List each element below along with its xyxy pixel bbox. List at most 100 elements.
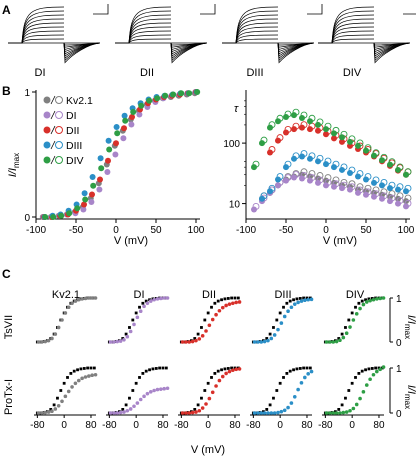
c-toxin-point [269,336,274,341]
c-toxin-point [381,296,386,300]
c-toxin-point [299,381,304,385]
trace-activation [318,38,375,44]
c-control-point [282,376,285,379]
c-control-point [292,298,295,302]
c-control-point [213,301,217,305]
panel-b-right-plot: -100 -50 0 50 100 10 100 [223,90,415,236]
c-toxin-point [76,378,81,383]
b-right-open-point [308,174,316,182]
c-toxin-point [60,399,64,404]
c-toxin-point [152,388,156,393]
c-toxin-point [63,394,68,399]
b-right-point [299,153,305,160]
c-toxin-point [112,411,116,415]
b-right-point [395,200,401,207]
b-left-point [80,206,87,213]
b-left-point [146,97,153,104]
b-right-point [307,177,313,184]
b-left-point [138,102,145,109]
c-control-point [302,296,306,300]
scale-bar [307,4,323,15]
b-right-point [331,183,337,190]
c-toxin-point [269,411,274,415]
c-toxin-point [364,383,369,387]
trace-tail [373,42,411,64]
legend-open-marker [55,96,63,104]
c-toxin-point [292,302,297,306]
b-left-point [113,124,120,130]
c-toxin-point [252,411,257,415]
legend-filled-marker [43,96,51,104]
c-toxin-point [354,312,359,316]
c-toxin-point [224,303,228,308]
b-left-point [97,155,104,162]
legend-slash [50,95,56,105]
b-right-point [267,149,273,156]
c-control-point [278,311,282,315]
legend-open-marker [55,126,63,134]
b-right-open-point [276,114,284,122]
b-right-ylabel: τ [234,103,239,115]
c-toxin-point [299,299,304,303]
b-right-point [387,198,393,205]
panel-a-label-dii: DII [140,67,154,79]
b-right-open-point [396,163,404,171]
legend-slash [50,110,56,120]
b-right-open-point [388,194,396,202]
c-xtick-label: -80 [318,420,333,431]
c-toxin-point [162,386,166,391]
b-left-point [89,174,96,180]
b-right-open-point [292,122,300,130]
c-toxin-point [115,339,120,344]
b-right-open-point [324,157,332,165]
c-ytick-label: 0 [396,409,402,420]
b-left-xlabel: V (mV) [114,235,148,247]
c-toxin-point [207,323,212,328]
b-left-point [194,89,201,95]
b-right-open-point [364,188,372,196]
c-control-point [305,296,309,300]
c-toxin-point [194,338,198,343]
c-control-point [226,297,230,300]
panel-letter-a: A [2,3,11,17]
b-right-open-point [300,150,308,157]
c-xtick-label: 0 [277,420,283,431]
c-control-point [233,366,237,370]
b-right-open-point [324,178,332,186]
c-control-point [367,367,371,371]
c-toxin-point [214,384,218,388]
c-control-point [138,376,141,379]
c-control-point [367,297,371,301]
b-left-xtick-label: 100 [188,225,205,236]
c-toxin-point [309,297,314,302]
b-right-open-point [348,166,356,174]
legend-filled-marker [43,126,51,134]
b-left-point [121,125,127,132]
legend-label: DIV [66,155,84,167]
b-right-point [371,152,377,159]
b-left-ytick-label: 1 [24,88,30,99]
c-control-point [206,381,210,385]
c-toxin-point [234,300,238,305]
b-right-point [331,135,337,142]
c-control-point [154,367,158,370]
b-right-point [379,195,385,202]
b-left-point [136,111,143,118]
b-right-point [259,195,265,202]
b-right-open-point [372,190,380,198]
b-right-point [403,203,409,210]
c-toxin-point [118,339,123,343]
b-right-xtick-label: 100 [398,225,415,236]
b-right-open-point [300,111,308,119]
c-toxin-point [279,321,284,325]
c-toxin-point [210,317,215,322]
b-right-open-point [380,153,388,161]
b-left-point [104,169,111,175]
c-toxin-point [46,338,51,343]
c-control-point [148,368,151,372]
c-toxin-point [328,340,332,344]
trace-activation [318,22,375,44]
b-left-point [112,151,119,158]
b-right-open-point [300,168,308,176]
b-right-open-point [340,163,348,171]
